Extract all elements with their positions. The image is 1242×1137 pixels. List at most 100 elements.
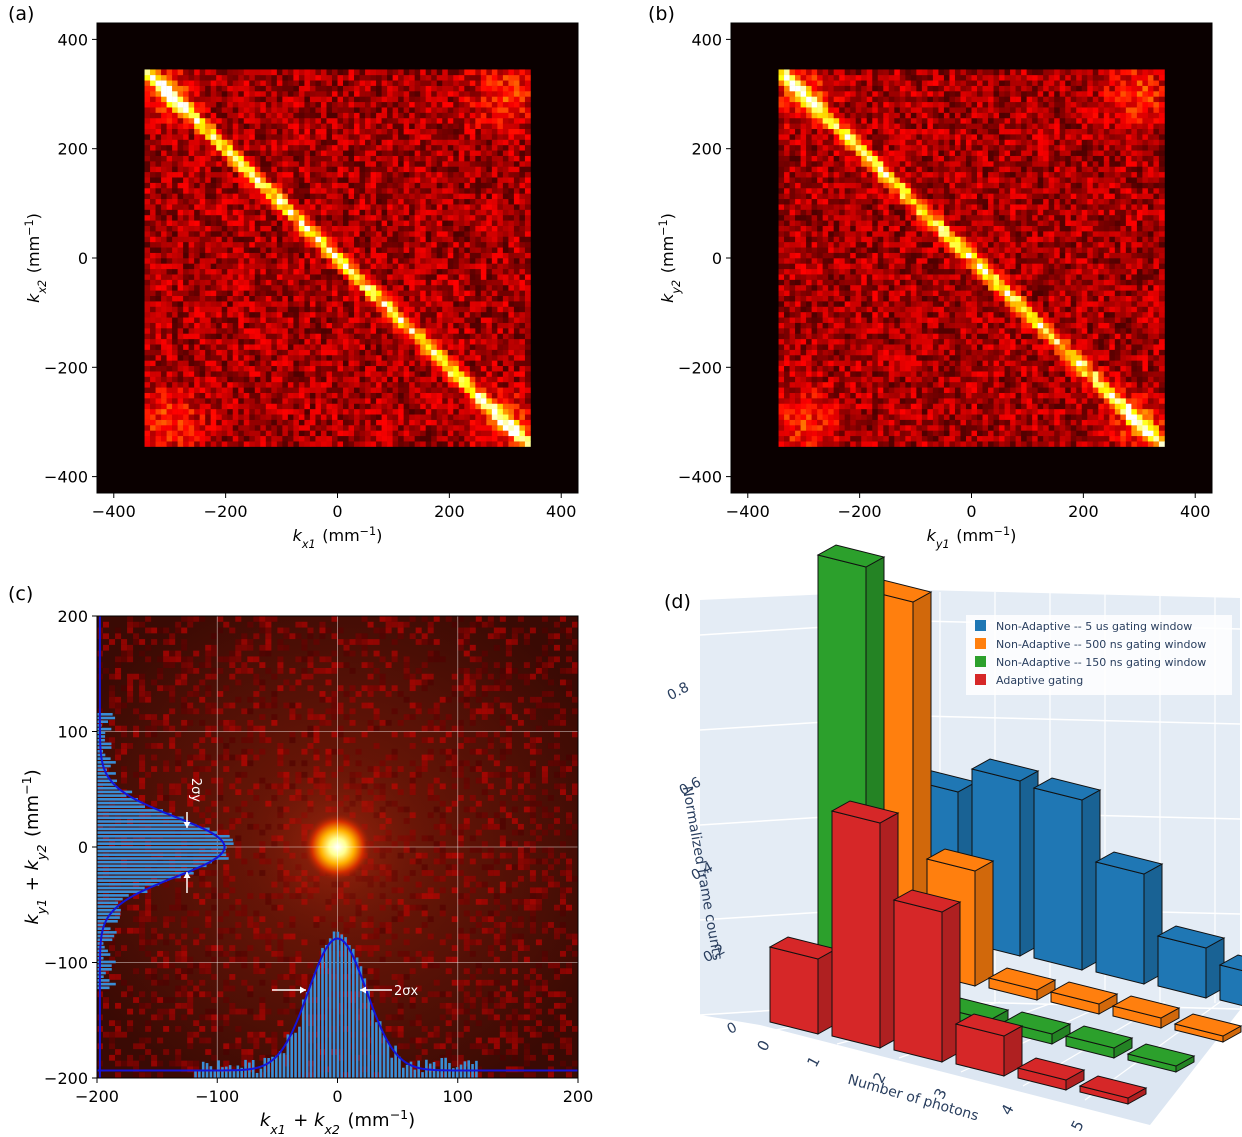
- y-hist-bar: [97, 960, 116, 964]
- legend-entry: Non-Adaptive -- 5 us gating window: [996, 620, 1192, 633]
- x-hist-bar: [348, 945, 351, 1078]
- x-hist-bar: [452, 1068, 455, 1078]
- bar-3-2: [892, 889, 962, 1063]
- x-hist-bar: [390, 1057, 394, 1078]
- y-hist-bar: [97, 742, 112, 746]
- y-hist-bar: [97, 931, 117, 934]
- y-hist-bar: [97, 853, 227, 857]
- y-hist-bar: [97, 735, 106, 738]
- y-hist-bar: [97, 827, 210, 831]
- x-tick-label: 4: [997, 1101, 1017, 1118]
- x-hist-bar: [217, 1060, 220, 1078]
- x-hist-bar: [286, 1034, 290, 1078]
- x-hist-bar: [378, 1021, 382, 1078]
- bar-top: [954, 1013, 1024, 1037]
- x-hist-bar: [367, 991, 370, 1078]
- bar-top: [1002, 1011, 1072, 1035]
- y-hist-bar: [97, 923, 105, 927]
- bar-front: [1095, 861, 1145, 985]
- x-hist-bar: [194, 1071, 197, 1078]
- x-tick-label: 0: [966, 502, 976, 521]
- x-hist-bar: [294, 1032, 297, 1078]
- x-axis-label: Number of photons: [846, 1072, 980, 1125]
- y-hist-bar: [97, 842, 234, 845]
- y-hist-bar: [97, 720, 109, 723]
- x-hist-bar: [224, 1066, 228, 1078]
- x-hist-bar: [325, 944, 328, 1078]
- bar-3-5: [1078, 1075, 1148, 1105]
- y-hist-bar: [97, 846, 227, 849]
- y-hist-bar: [97, 834, 230, 838]
- bar-1-3: [1049, 981, 1119, 1015]
- y-hist-bar: [97, 794, 127, 797]
- y-tick-label: 200: [57, 140, 88, 159]
- y-hist-bar: [97, 938, 113, 942]
- x-hist-bar: [355, 957, 359, 1078]
- y-hist-bar: [97, 823, 197, 827]
- bar-top: [925, 848, 995, 872]
- heatmap-cells: [778, 69, 1165, 447]
- y-tick-label: 0: [712, 249, 722, 268]
- bar-3-1: [830, 800, 900, 1049]
- x-hist-bar: [301, 999, 305, 1078]
- bar-top: [987, 967, 1057, 991]
- x-hist-bar: [344, 937, 347, 1078]
- x-tick-label: −200: [75, 1087, 119, 1106]
- y-hist-bar: [97, 716, 116, 720]
- bar-top: [830, 800, 900, 824]
- x-tick-label: 200: [434, 502, 465, 521]
- y-hist-bar: [97, 875, 181, 879]
- bar-top: [1078, 1075, 1148, 1099]
- y-hist-bar: [97, 761, 116, 764]
- x-hist-bar: [428, 1063, 432, 1078]
- x-hist-bar: [386, 1041, 390, 1078]
- y-tick-label: 400: [57, 30, 88, 49]
- x-tick-label: 200: [563, 1087, 594, 1106]
- y-hist-bar: [97, 812, 172, 816]
- x-tick-label: 400: [1180, 502, 1211, 521]
- bar-top: [1032, 777, 1102, 801]
- y-tick-label: −200: [678, 358, 722, 377]
- legend-entry: Non-Adaptive -- 500 ns gating window: [996, 638, 1206, 651]
- x-hist-bar: [409, 1061, 413, 1078]
- x-hist-bar: [309, 984, 313, 1078]
- x-hist-bar: [444, 1057, 447, 1078]
- y-hist-bar: [97, 849, 226, 853]
- y-hist-bar: [97, 883, 160, 886]
- x-axis-label: kx1 (mm−1): [293, 525, 383, 551]
- y-hist-bar: [97, 731, 106, 735]
- x-marginal-histogram: [194, 931, 478, 1078]
- y-hist-bar: [97, 783, 116, 786]
- x-hist-bar: [336, 931, 340, 1078]
- bar-top: [1126, 1043, 1196, 1067]
- bar-0-3: [1094, 851, 1164, 985]
- x-hist-bar: [417, 1060, 420, 1078]
- bar-top: [1094, 851, 1164, 875]
- x-tick-label: 5: [1067, 1117, 1087, 1134]
- x-hist-bar: [375, 1022, 378, 1078]
- legend-swatch: [975, 656, 986, 667]
- legend-swatch: [975, 674, 986, 685]
- x-tick-label: −200: [838, 502, 882, 521]
- bar-1-2: [987, 967, 1057, 1001]
- bar-top: [1016, 1057, 1086, 1081]
- x-tick-label: −400: [726, 502, 770, 521]
- y-hist-bar: [97, 953, 111, 956]
- x-hist-bar: [298, 1026, 301, 1078]
- y-hist-bar: [97, 879, 167, 882]
- bar-2-4: [1064, 1025, 1134, 1059]
- x-tick-label: 0: [332, 502, 342, 521]
- legend-box: [966, 615, 1232, 695]
- y-tick-label: 200: [57, 607, 88, 626]
- x-tick-label: 400: [546, 502, 577, 521]
- y-hist-bar: [97, 908, 121, 912]
- x-hist-bar: [232, 1069, 236, 1078]
- legend-swatch: [975, 620, 986, 631]
- z-tick-label: 0: [724, 1019, 739, 1037]
- x-hist-bar: [421, 1072, 424, 1078]
- y-hist-bar: [97, 868, 194, 871]
- bar-top: [892, 889, 962, 913]
- y-hist-bar: [97, 968, 112, 971]
